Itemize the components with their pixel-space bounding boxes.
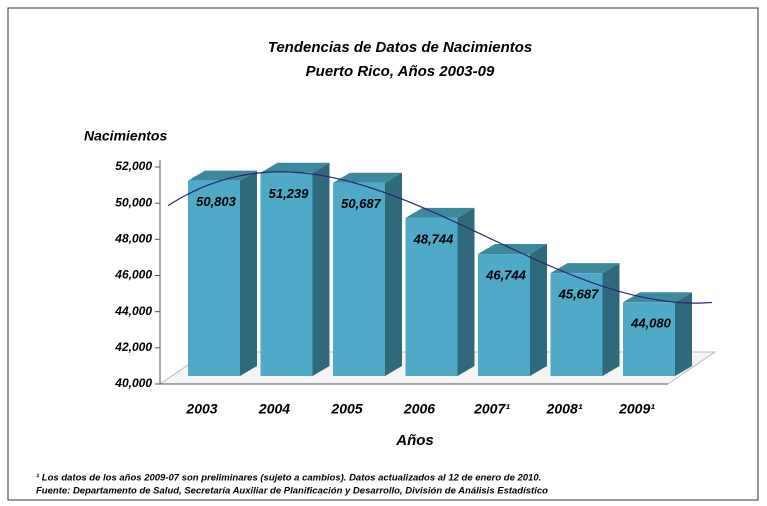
- x-tick-label: 2007¹: [473, 401, 510, 417]
- bar-side: [602, 263, 620, 376]
- x-tick-label: 2008¹: [546, 401, 583, 417]
- bar-top: [550, 263, 620, 274]
- bar-side: [675, 292, 692, 376]
- chart-subtitle: Puerto Rico, Años 2003-09: [306, 63, 495, 80]
- x-tick-label: 2005: [330, 401, 362, 417]
- y-tick-label: 40,000: [114, 376, 152, 390]
- data-label: 50,687: [341, 196, 382, 211]
- source: Fuente: Departamento de Salud, Secretarí…: [36, 486, 548, 497]
- bar-top: [623, 292, 692, 303]
- y-tick-label: 52,000: [115, 159, 152, 173]
- x-tick-label: 2006: [403, 401, 435, 417]
- bar-side: [457, 207, 475, 376]
- x-axis-label: Años: [395, 432, 434, 449]
- y-tick-label: 44,000: [114, 304, 152, 318]
- y-tick-label: 42,000: [114, 340, 152, 354]
- bar-side: [530, 244, 547, 376]
- data-label: 51,239: [269, 186, 310, 201]
- bar-top: [188, 170, 257, 181]
- bar: [405, 217, 458, 376]
- bar: [478, 254, 530, 376]
- bar-top: [405, 207, 475, 218]
- chart-title: Tendencias de Datos de Nacimientos: [268, 39, 533, 56]
- data-label: 44,080: [630, 316, 672, 331]
- trendline: [167, 171, 712, 304]
- data-label: 48,744: [413, 231, 455, 246]
- bar-side: [240, 170, 257, 376]
- x-tick-label: 2009¹: [618, 401, 655, 417]
- x-tick-label: 2004: [258, 401, 290, 417]
- data-label: 50,803: [196, 194, 237, 209]
- bar-top: [333, 172, 402, 183]
- bar-side: [312, 162, 330, 376]
- bar: [260, 172, 313, 376]
- y-tick-label: 48,000: [114, 232, 152, 246]
- bar-top: [260, 162, 330, 173]
- bar-side: [385, 172, 402, 376]
- x-tick-label: 2003: [185, 401, 217, 417]
- bar: [550, 273, 603, 376]
- data-label: 46,744: [485, 267, 527, 282]
- y-tick-label: 46,000: [114, 268, 152, 282]
- y-axis-label: Nacimientos: [84, 128, 167, 144]
- bar: [623, 302, 675, 376]
- y-tick-label: 50,000: [115, 195, 152, 209]
- data-label: 45,687: [558, 287, 600, 302]
- footnote: ¹ Los datos de los años 2009-07 son prel…: [36, 473, 541, 484]
- bar: [188, 180, 240, 376]
- bar: [333, 182, 385, 376]
